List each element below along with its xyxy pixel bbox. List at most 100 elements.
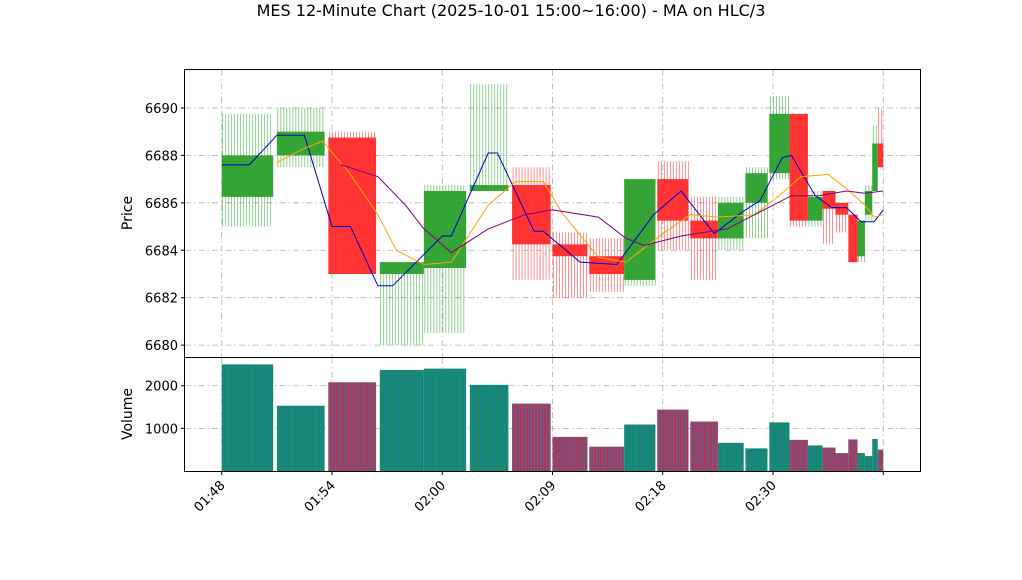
volume-bar-body: [877, 449, 884, 471]
candle: [864, 185, 873, 221]
candle-body: [423, 190, 467, 269]
price-tick-label: 6680: [145, 339, 178, 354]
x-tick-label: 02:09: [522, 478, 559, 515]
volume-bar: [657, 409, 689, 471]
candle: [822, 190, 836, 245]
volume-bar-body: [423, 368, 467, 471]
volume-bar-body: [328, 382, 377, 471]
volume-bar-body: [822, 447, 836, 471]
candle: [221, 113, 274, 227]
candle: [848, 214, 858, 263]
volume-bar: [769, 422, 790, 471]
volume-bar: [624, 424, 656, 471]
candle: [589, 238, 625, 292]
volume-bar: [469, 384, 509, 471]
volume-bar: [221, 364, 274, 471]
candle: [745, 167, 768, 239]
price-tick-label: 6690: [145, 102, 178, 117]
volume-bar: [379, 369, 424, 471]
candle-body: [848, 214, 858, 263]
candle: [552, 232, 588, 298]
volume-bar-body: [717, 442, 744, 471]
candle-body: [769, 113, 790, 174]
volume-bar-body: [864, 456, 873, 471]
volume-bar-body: [657, 409, 689, 471]
candle: [690, 196, 718, 280]
volume-axis-label: Volume: [120, 388, 136, 440]
ma-line: [221, 134, 884, 287]
price-tick-label: 6686: [145, 197, 178, 212]
volume-bar-body: [552, 436, 588, 471]
volume-bar: [877, 449, 884, 471]
volume-bar: [745, 448, 768, 471]
candle: [872, 125, 878, 191]
candle: [657, 161, 689, 251]
candle: [469, 84, 509, 191]
price-tick-label: 6688: [145, 149, 178, 164]
candle-body: [552, 244, 588, 257]
x-tick-label: 02:00: [412, 478, 449, 515]
x-tick-label: 02:30: [743, 478, 780, 515]
x-tick-label: 01:54: [302, 478, 339, 515]
candle: [624, 179, 656, 286]
candle-body: [328, 137, 377, 274]
volume-bar-body: [624, 424, 656, 471]
candle: [512, 167, 551, 280]
volume-bar-body: [857, 453, 865, 471]
ma-line: [341, 164, 884, 254]
price-y-ticks: 6680 6682 6684 6686 6688 6690: [145, 102, 185, 354]
candle-body: [807, 196, 823, 221]
volume-bar: [423, 368, 467, 471]
candle-body: [221, 155, 274, 197]
volume-y-ticks: 1000 2000: [145, 380, 185, 437]
ma-line: [276, 140, 884, 266]
volume-bar-body: [745, 448, 768, 471]
candle-body: [624, 179, 656, 280]
volume-bar-body: [872, 439, 878, 471]
volume-bar: [835, 453, 849, 471]
candle-body: [379, 262, 424, 274]
price-tick-label: 6684: [145, 244, 178, 259]
volume-bar: [589, 446, 625, 471]
candle-body: [822, 190, 836, 209]
candle: [423, 185, 467, 334]
volume-bar: [848, 439, 858, 471]
volume-bars: [221, 364, 884, 471]
x-tick-label: 01:48: [191, 478, 228, 515]
volume-bar: [512, 403, 551, 471]
candle: [769, 96, 790, 180]
candle: [857, 220, 865, 263]
candle: [379, 262, 424, 346]
volume-bar-body: [835, 453, 849, 471]
volume-bar-body: [589, 446, 625, 471]
volume-bar: [552, 436, 588, 471]
candle: [807, 190, 823, 227]
moving-average-lines: [221, 134, 884, 287]
volume-bar-body: [276, 405, 325, 471]
candle: [789, 113, 808, 227]
candle-body: [657, 179, 689, 221]
candle: [328, 131, 377, 274]
candle-body: [835, 202, 849, 215]
volume-bar: [276, 405, 325, 471]
candle-body: [469, 185, 509, 191]
candle: [877, 107, 884, 168]
volume-bar: [717, 442, 744, 471]
volume-tick-label: 1000: [145, 422, 178, 437]
candle-body: [857, 220, 865, 257]
candle-body: [690, 220, 718, 239]
volume-bar-body: [769, 422, 790, 471]
volume-bar: [789, 439, 808, 471]
candle-body: [864, 190, 873, 215]
volume-bar: [872, 439, 878, 471]
volume-bar: [807, 445, 823, 471]
candle: [717, 196, 744, 251]
volume-bar: [857, 453, 865, 471]
candle-body: [872, 143, 878, 191]
candle-body: [745, 173, 768, 203]
x-tick-label: 02:18: [632, 478, 669, 515]
volume-tick-label: 2000: [145, 380, 178, 395]
candle-body: [512, 185, 551, 245]
